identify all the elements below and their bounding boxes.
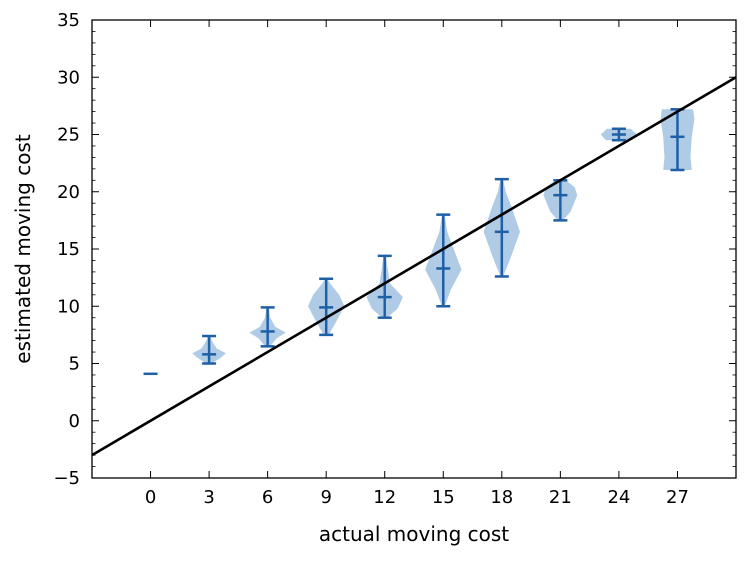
violin-9 [308, 277, 345, 337]
y-tick-label: 10 [57, 296, 80, 317]
y-tick-label: 30 [57, 67, 80, 88]
x-tick-label: 12 [373, 487, 396, 508]
x-tick-label: 6 [262, 487, 273, 508]
x-tick-label: 9 [320, 487, 331, 508]
reference-line [92, 76, 736, 457]
y-tick-label: 25 [57, 125, 80, 146]
violin-27 [660, 108, 695, 172]
y-tick-label: 20 [57, 182, 80, 203]
y-tick-label: −5 [53, 468, 80, 489]
x-tick-label: 27 [666, 487, 689, 508]
x-tick-label: 21 [549, 487, 572, 508]
x-axis-label: actual moving cost [319, 522, 509, 546]
x-tick-label: 24 [607, 487, 630, 508]
y-tick-label: 0 [69, 411, 80, 432]
x-tick-label: 3 [203, 487, 214, 508]
y-tick-label: 35 [57, 10, 80, 31]
violin-3 [192, 334, 226, 365]
reference-line-layer [92, 76, 736, 457]
violin-12 [366, 254, 403, 319]
y-axis-label: estimated moving cost [11, 134, 35, 364]
violin-15 [425, 213, 462, 308]
x-tick-label: 0 [145, 487, 156, 508]
x-tick-label: 15 [432, 487, 455, 508]
y-tick-label: 5 [69, 354, 80, 375]
x-tick-label: 18 [490, 487, 513, 508]
y-tick-label: 15 [57, 239, 80, 260]
violins-layer [143, 108, 695, 376]
violin-18 [483, 177, 520, 278]
ticks-layer: 0 3 6 9 12 15 18 21 24 27 −5 0 5 10 15 20 25 30 35 [53, 10, 736, 508]
plot-frame [91, 19, 737, 479]
violin-6 [249, 306, 286, 348]
violin-24 [600, 127, 638, 142]
